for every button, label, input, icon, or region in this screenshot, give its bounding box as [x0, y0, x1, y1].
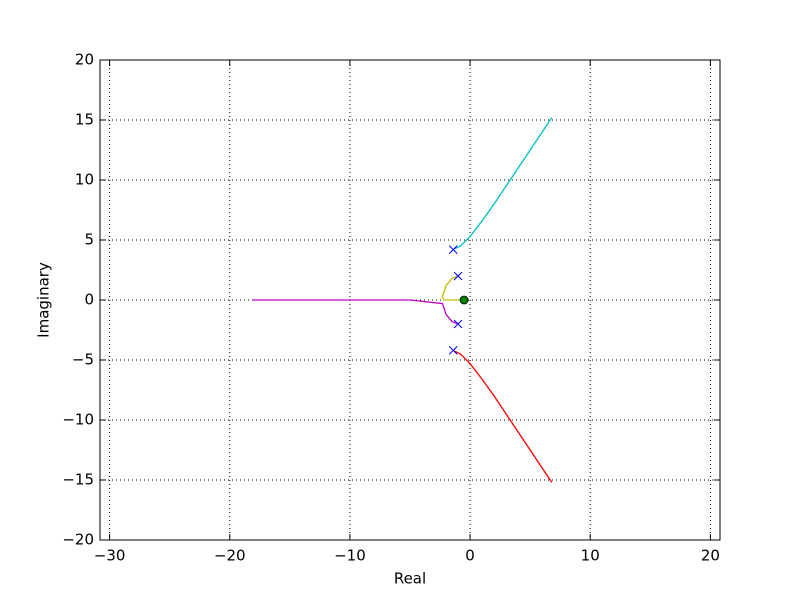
plot-frame [99, 59, 721, 541]
pole-marker [453, 319, 463, 329]
x-tick-label: 0 [465, 547, 475, 565]
y-axis-label: Imaginary [35, 262, 53, 338]
y-tick-label: 5 [84, 231, 94, 249]
x-axis-label: Real [394, 570, 426, 588]
y-tick-label: 15 [75, 111, 94, 129]
x-tick-label: 20 [701, 547, 720, 565]
y-tick-label: 0 [84, 291, 94, 309]
y-tick-label: −20 [62, 531, 94, 549]
locus-line [441, 275, 465, 301]
y-tick-label: −15 [62, 471, 94, 489]
x-tick-label: 10 [581, 547, 600, 565]
pole-marker [453, 271, 463, 281]
x-tick-label: −20 [214, 547, 246, 565]
x-tick-label: −30 [94, 547, 126, 565]
pole-marker [448, 245, 458, 254]
zero-marker [459, 295, 469, 305]
locus-line [252, 299, 459, 325]
locus-line [452, 117, 553, 251]
y-tick-label: 10 [75, 171, 94, 189]
locus-line [452, 349, 553, 483]
y-tick-label: −10 [62, 411, 94, 429]
y-tick-label: 20 [75, 51, 94, 69]
y-tick-label: −5 [72, 351, 94, 369]
x-tick-label: −10 [334, 547, 366, 565]
pole-marker [448, 346, 458, 355]
